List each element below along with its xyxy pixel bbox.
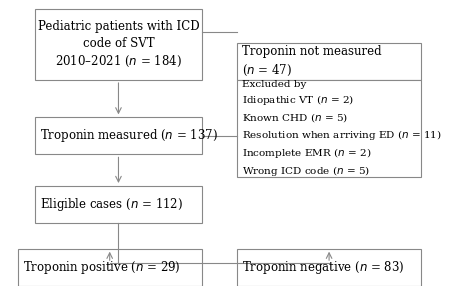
FancyBboxPatch shape [237,43,421,80]
Text: Pediatric patients with ICD
code of SVT
2010–2021 ($n$ = 184): Pediatric patients with ICD code of SVT … [37,19,199,69]
Text: Troponin not measured
($n$ = 47): Troponin not measured ($n$ = 47) [242,45,382,78]
FancyBboxPatch shape [35,186,202,223]
Text: Eligible cases ($n$ = 112): Eligible cases ($n$ = 112) [40,196,183,213]
FancyBboxPatch shape [18,249,202,286]
FancyBboxPatch shape [35,9,202,80]
FancyBboxPatch shape [237,249,421,286]
Text: Excluded by
Idiopathic VT ($n$ = 2)
Known CHD ($n$ = 5)
Resolution when arriving: Excluded by Idiopathic VT ($n$ = 2) Know… [242,80,442,178]
FancyBboxPatch shape [237,80,421,177]
Text: Troponin negative ($n$ = 83): Troponin negative ($n$ = 83) [242,259,405,276]
Text: Troponin positive ($n$ = 29): Troponin positive ($n$ = 29) [23,259,181,276]
FancyBboxPatch shape [35,117,202,154]
Text: Troponin measured ($n$ = 137): Troponin measured ($n$ = 137) [40,127,218,144]
